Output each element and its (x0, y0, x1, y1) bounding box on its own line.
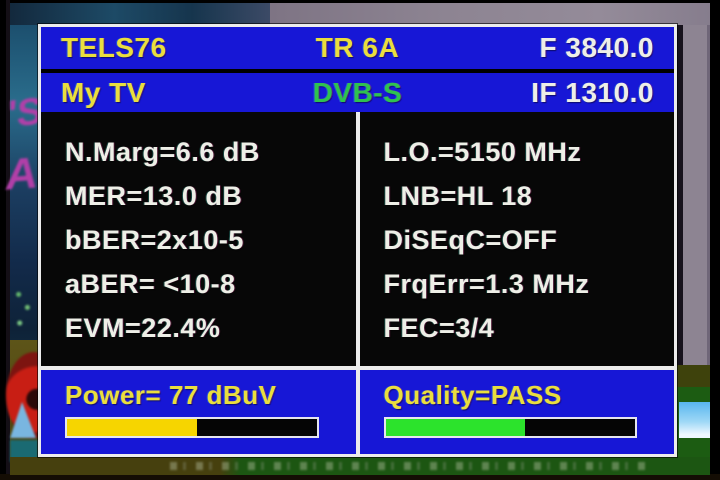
measurement-label: N.Marg (65, 137, 160, 167)
tv-background-top-right (270, 3, 710, 27)
bber-row: bBER=2x10-5 (65, 218, 356, 262)
measurements-right-column: L.O.=5150 MHz LNB=HL 18 DiSEqC=OFF FrqEr… (360, 112, 675, 366)
measurement-label: FEC (383, 313, 439, 343)
if-frequency-label: IF 1310.0 (531, 76, 655, 108)
profile-name: My TV (61, 76, 146, 108)
measurement-value: HL 18 (456, 181, 533, 211)
power-readout: Power= 77 dBuV (65, 380, 356, 410)
tv-background-right (677, 25, 710, 365)
measurement-value: 2x10-5 (156, 225, 244, 255)
equals-sign: = (139, 269, 156, 299)
frequency-error-row: FrqErr=1.3 MHz (384, 262, 675, 306)
quality-bar-fill (385, 419, 526, 436)
screen-edge-bottom (0, 474, 720, 480)
quality-label: Quality (383, 380, 476, 410)
background-glyph: A (3, 148, 41, 201)
measurement-label: EVM (65, 313, 126, 343)
signal-meter-window: TELS76 TR 6A F 3840.0 My TV DVB-S IF 131… (38, 24, 677, 457)
equals-sign: = (126, 181, 143, 211)
measurements-panel: N.Marg=6.6 dB MER=13.0 dB bBER=2x10-5 aB… (41, 112, 674, 366)
equals-sign: = (475, 380, 491, 410)
sky-patch (679, 402, 710, 438)
quality-section: Quality=PASS (360, 370, 675, 454)
panel-divider (355, 370, 360, 454)
lo-frequency-row: L.O.=5150 MHz (384, 130, 675, 174)
equals-sign: = (125, 313, 142, 343)
header-row-2: My TV DVB-S IF 1310.0 (41, 73, 674, 112)
measurement-value: 3/4 (455, 313, 495, 343)
power-label: Power (65, 380, 146, 410)
measurement-value: 22.4% (141, 313, 221, 343)
quality-value: PASS (490, 380, 562, 410)
diseqc-row: DiSEqC=OFF (384, 218, 675, 262)
measurement-label: FrqErr (383, 269, 470, 299)
equals-sign: = (145, 380, 162, 410)
measurement-label: LNB (383, 181, 441, 211)
screen-edge-right (710, 0, 720, 480)
equals-sign: = (485, 225, 502, 255)
transponder-label: TR 6A (315, 32, 400, 63)
evm-row: EVM=22.4% (65, 306, 356, 350)
measurement-label: L.O. (383, 137, 438, 167)
measurement-label: aBER (65, 269, 140, 299)
measurement-value: 5150 MHz (454, 137, 582, 167)
quality-readout: Quality=PASS (384, 380, 675, 410)
bottom-separator (41, 366, 674, 370)
measurement-value: 6.6 dB (175, 137, 260, 167)
standard-label: DVB-S (312, 76, 403, 108)
equals-sign: = (440, 181, 457, 211)
power-bar (65, 417, 319, 438)
tv-background-bottom (10, 457, 710, 475)
power-bar-fill (67, 419, 197, 436)
aber-row: aBER= <10-8 (65, 262, 356, 306)
tv-background-left-teal (10, 440, 38, 462)
background-squiggle (12, 284, 34, 336)
equals-sign: = (140, 225, 157, 255)
equals-sign: = (439, 313, 456, 343)
equals-sign: = (159, 137, 176, 167)
equals-sign: = (469, 269, 486, 299)
screen-edge-top (0, 0, 720, 3)
measurement-value: 1.3 MHz (485, 269, 590, 299)
header-row-1: TELS76 TR 6A F 3840.0 (41, 27, 674, 69)
screen-edge-left (0, 0, 10, 480)
equals-sign: = (438, 137, 455, 167)
tv-background-top-left (10, 3, 270, 27)
satellite-name: TELS76 (61, 32, 167, 63)
power-section: Power= 77 dBuV (41, 370, 356, 454)
header-separator (41, 69, 674, 73)
mer-row: MER=13.0 dB (65, 174, 356, 218)
noise-margin-row: N.Marg=6.6 dB (65, 130, 356, 174)
measurement-value: 13.0 dB (142, 181, 243, 211)
quality-bar (383, 417, 638, 438)
measurement-value: OFF (501, 225, 558, 255)
blue-triangle-shape (10, 402, 36, 438)
measurements-left-column: N.Marg=6.6 dB MER=13.0 dB bBER=2x10-5 aB… (41, 112, 356, 366)
power-value: 77 dBuV (161, 380, 277, 410)
panel-divider (355, 112, 360, 366)
measurement-value: <10-8 (155, 269, 236, 299)
measurement-label: MER (65, 181, 127, 211)
fec-row: FEC=3/4 (384, 306, 675, 350)
signal-bars-panel: Power= 77 dBuV Quality=PASS (41, 370, 674, 454)
frequency-label: F 3840.0 (539, 32, 655, 63)
measurement-label: bBER (65, 225, 141, 255)
measurement-label: DiSEqC (383, 225, 486, 255)
background-ticker-blur (170, 462, 650, 470)
lnb-row: LNB=HL 18 (384, 174, 675, 218)
